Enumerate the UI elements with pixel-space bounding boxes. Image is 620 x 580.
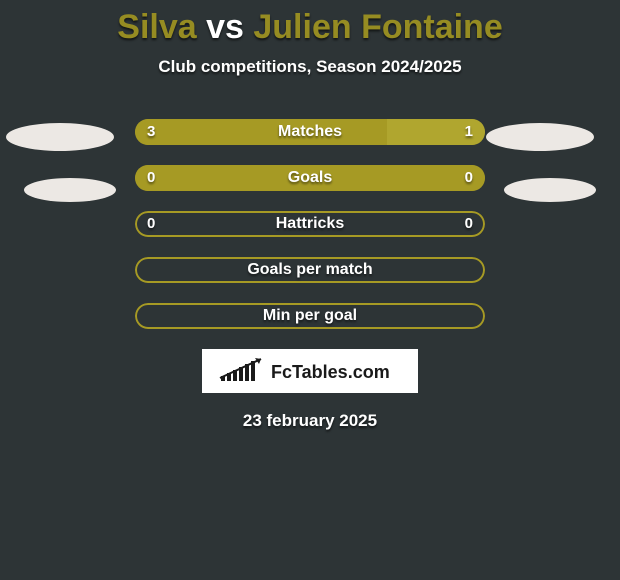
logo-text: FcTables.com [271,362,390,382]
player2-name: Julien Fontaine [253,8,502,46]
player1-name: Silva [117,8,196,46]
stat-value-left: 0 [147,165,155,191]
stat-value-left: 3 [147,119,155,145]
club-badge-placeholder [24,178,116,202]
club-badge-placeholder [504,178,596,202]
comparison-title: Silva vs Julien Fontaine [0,0,620,47]
club-badge-placeholder [6,123,114,151]
stat-value-right: 1 [465,119,473,145]
date-line: 23 february 2025 [0,411,620,431]
stat-label: Matches [135,119,485,145]
stat-label: Hattricks [135,211,485,237]
stat-value-right: 0 [465,211,473,237]
club-badge-placeholder [486,123,594,151]
stat-label: Goals per match [135,257,485,283]
stat-label: Goals [135,165,485,191]
fctables-logo: FcTables.com [202,349,418,393]
fctables-logo-svg: FcTables.com [215,357,405,385]
stat-row: Goals per match [135,257,485,283]
subtitle: Club competitions, Season 2024/2025 [0,57,620,77]
stat-row: Hattricks0 0 [135,211,485,237]
stat-label: Min per goal [135,303,485,329]
vs-separator: vs [197,8,254,46]
stat-row: Min per goal [135,303,485,329]
stat-value-right: 0 [465,165,473,191]
stat-row: Goals0 0 [135,165,485,191]
stat-value-left: 0 [147,211,155,237]
stat-row: Matches3 1 [135,119,485,145]
